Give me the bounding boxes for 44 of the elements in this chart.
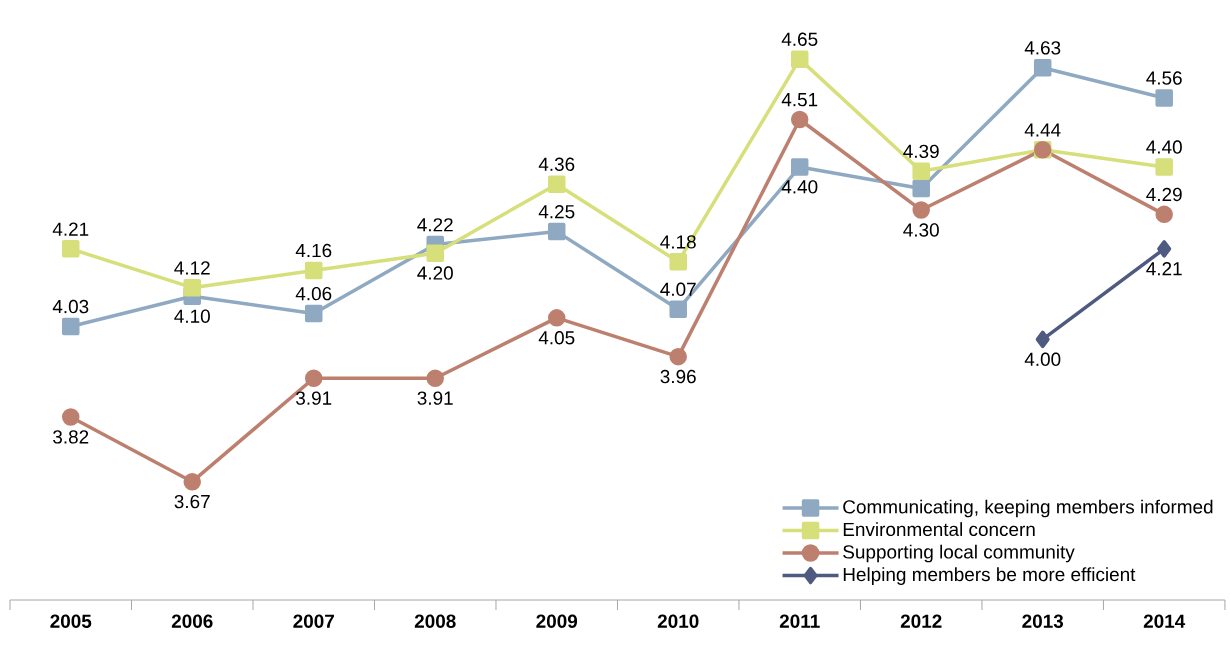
data-label: 4.18	[660, 235, 696, 249]
data-label: 4.16	[295, 243, 332, 258]
x-tick-label: 2005	[50, 614, 92, 628]
data-label: 4.44	[1024, 123, 1061, 137]
data-label: 4.07	[660, 282, 696, 297]
data-label: 4.51	[781, 93, 818, 107]
data-label: 3.67	[174, 494, 210, 509]
data-label: 4.21	[1146, 262, 1182, 276]
x-tick-label: 2008	[414, 614, 456, 628]
legend-label: Supporting local community	[843, 544, 1075, 563]
data-label: 4.21	[52, 222, 89, 236]
data-label: 4.40	[1146, 140, 1182, 154]
x-tick-label: 2012	[900, 614, 942, 628]
x-tick-label: 2014	[1143, 614, 1186, 628]
x-tick-label: 2007	[293, 614, 334, 628]
data-label: 4.29	[1146, 187, 1182, 202]
legend-label: Communicating, keeping members informed	[843, 499, 1213, 518]
data-label: 4.39	[903, 144, 939, 159]
x-tick-label: 2006	[171, 614, 213, 628]
data-label: 3.91	[417, 391, 453, 405]
x-tick-label: 2010	[657, 614, 699, 628]
data-label: 4.25	[538, 205, 575, 219]
x-tick-label: 2011	[779, 614, 820, 628]
data-label: 4.03	[52, 299, 89, 314]
data-label: 4.65	[781, 32, 818, 46]
data-label: 4.12	[174, 261, 210, 275]
data-label: 4.05	[538, 331, 575, 345]
data-label: 4.22	[417, 218, 453, 232]
data-label: 3.91	[296, 391, 332, 405]
data-label: 4.56	[1146, 71, 1182, 85]
x-tick-label: 2013	[1022, 614, 1064, 628]
data-label: 4.10	[174, 309, 210, 323]
data-label: 3.82	[53, 430, 89, 444]
data-label: 4.00	[1024, 352, 1061, 367]
data-label: 4.06	[295, 286, 332, 301]
data-label: 4.63	[1024, 41, 1061, 55]
data-label: 4.40	[781, 180, 818, 194]
data-label: 4.30	[903, 223, 939, 237]
data-label: 4.20	[417, 266, 453, 280]
legend-label: Environmental concern	[843, 522, 1035, 537]
data-label: 3.96	[660, 369, 696, 384]
x-tick-label: 2009	[536, 614, 578, 628]
data-label: 4.36	[538, 157, 575, 171]
legend-label: Helping members be more efficient	[843, 567, 1136, 585]
